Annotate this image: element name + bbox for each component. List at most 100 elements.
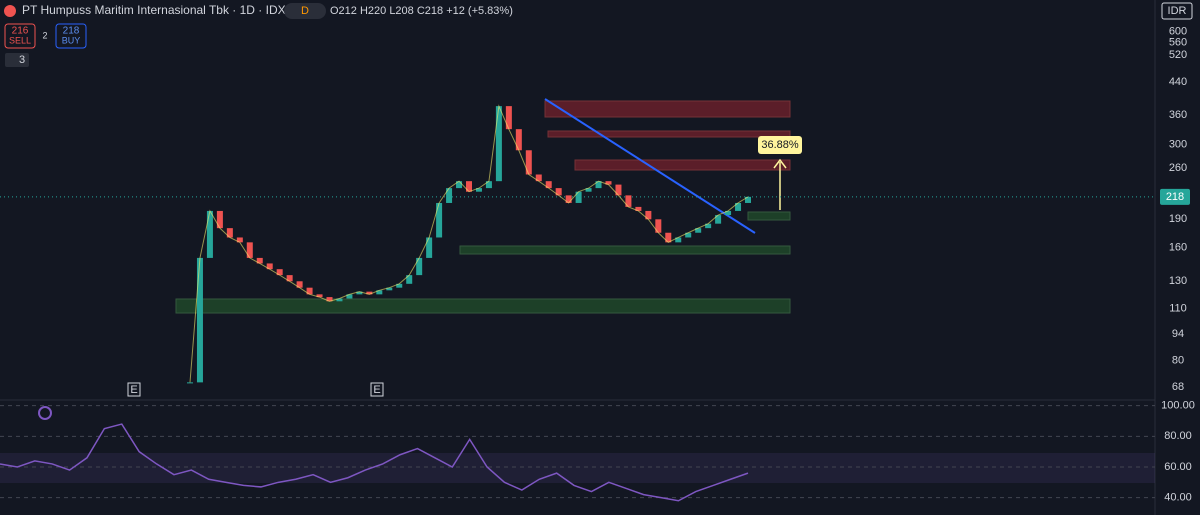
candle bbox=[575, 191, 582, 203]
earnings-marker bbox=[370, 382, 384, 397]
resistance-zone bbox=[574, 159, 791, 171]
earnings-label: E bbox=[130, 384, 137, 396]
candle bbox=[276, 269, 283, 276]
candle bbox=[535, 174, 542, 182]
measure-arrow-head bbox=[773, 158, 787, 169]
candle bbox=[545, 181, 552, 189]
support-zone bbox=[175, 298, 791, 314]
price-tick-label: 560 bbox=[1169, 37, 1187, 49]
interval-flag: D bbox=[301, 5, 309, 17]
candle bbox=[296, 281, 303, 288]
spread: 2 bbox=[42, 30, 47, 40]
price-tick-label: 360 bbox=[1169, 109, 1187, 121]
buy-price: 218 bbox=[63, 26, 80, 37]
support-zone bbox=[747, 211, 791, 221]
candle bbox=[515, 129, 522, 151]
earnings-marker bbox=[127, 382, 141, 397]
candle bbox=[336, 298, 343, 302]
candle bbox=[306, 287, 313, 295]
measure-label-box bbox=[758, 136, 802, 154]
sell-label: SELL bbox=[9, 35, 31, 45]
support-zone bbox=[459, 245, 791, 255]
price-tick-label: 520 bbox=[1169, 49, 1187, 61]
candle bbox=[326, 297, 333, 302]
currency-box[interactable] bbox=[1161, 2, 1193, 20]
candle bbox=[396, 283, 403, 288]
indicators-toggle[interactable] bbox=[5, 53, 29, 67]
price-tick-label: 68 bbox=[1172, 381, 1184, 393]
candle bbox=[466, 181, 472, 192]
close-line bbox=[189, 104, 749, 383]
candle bbox=[585, 188, 592, 192]
candle bbox=[495, 106, 502, 182]
symbol-logo bbox=[4, 5, 16, 17]
candle bbox=[346, 294, 353, 299]
candle bbox=[187, 382, 193, 384]
candle bbox=[406, 275, 413, 284]
price-tick-label: 600 bbox=[1169, 25, 1187, 37]
buy-button[interactable] bbox=[55, 23, 87, 49]
candle bbox=[316, 294, 323, 298]
candle bbox=[555, 188, 562, 196]
rsi-band bbox=[0, 453, 1155, 483]
candle bbox=[595, 181, 602, 189]
candle bbox=[196, 257, 203, 383]
earnings-label: E bbox=[373, 384, 380, 396]
status-pill bbox=[284, 3, 326, 19]
candle bbox=[695, 228, 702, 233]
rsi-tick-label: 80.00 bbox=[1164, 430, 1192, 442]
ohlc-readout: O212 H220 L208 C218 +12 (+5.83%) bbox=[330, 5, 513, 17]
buy-label: BUY bbox=[62, 35, 81, 45]
candle bbox=[485, 181, 492, 189]
sell-price: 216 bbox=[12, 26, 29, 37]
candle bbox=[615, 184, 622, 196]
candle bbox=[715, 215, 722, 224]
price-tick-label: 260 bbox=[1169, 162, 1187, 174]
rsi-icon[interactable] bbox=[38, 406, 52, 420]
candle bbox=[745, 196, 751, 203]
candle bbox=[675, 237, 682, 243]
candle bbox=[645, 210, 652, 220]
candle bbox=[206, 210, 213, 258]
resistance-zone bbox=[547, 130, 791, 138]
candle bbox=[475, 188, 482, 192]
rsi-line bbox=[0, 423, 749, 502]
rsi-tick-label: 60.00 bbox=[1164, 461, 1192, 473]
candle bbox=[226, 228, 233, 238]
candle bbox=[456, 181, 463, 189]
candle bbox=[705, 223, 712, 229]
indicators-count: 3 bbox=[19, 54, 25, 66]
price-tick-label: 190 bbox=[1169, 213, 1187, 225]
candle bbox=[416, 257, 423, 276]
candle bbox=[655, 219, 662, 233]
candle bbox=[236, 237, 243, 243]
price-tick-label: 300 bbox=[1169, 139, 1187, 151]
candle bbox=[366, 291, 373, 295]
candle bbox=[436, 202, 443, 238]
candle bbox=[376, 290, 383, 295]
currency: IDR bbox=[1168, 5, 1187, 17]
last-price-label: 218 bbox=[1166, 191, 1184, 203]
rsi-tick-label: 100.00 bbox=[1161, 400, 1195, 412]
candle bbox=[605, 181, 612, 185]
candle bbox=[246, 242, 253, 258]
rsi-tick-label: 40.00 bbox=[1164, 492, 1192, 504]
symbol-title[interactable]: PT Humpuss Maritim Internasional Tbk · 1… bbox=[22, 3, 286, 17]
candle bbox=[426, 237, 433, 258]
price-tick-label: 130 bbox=[1169, 275, 1187, 287]
price-tick-label: 440 bbox=[1169, 76, 1187, 88]
candle bbox=[505, 106, 512, 130]
candle bbox=[386, 287, 393, 291]
trend-line bbox=[544, 98, 756, 234]
candle bbox=[735, 202, 742, 211]
price-tick-label: 110 bbox=[1169, 302, 1187, 314]
price-tick-label: 94 bbox=[1172, 328, 1184, 340]
last-price-box bbox=[1160, 188, 1190, 205]
candle bbox=[525, 150, 532, 175]
candle bbox=[635, 206, 642, 211]
candle bbox=[286, 275, 293, 282]
sell-button[interactable] bbox=[4, 23, 36, 49]
candle bbox=[665, 232, 672, 243]
candle bbox=[625, 195, 632, 207]
